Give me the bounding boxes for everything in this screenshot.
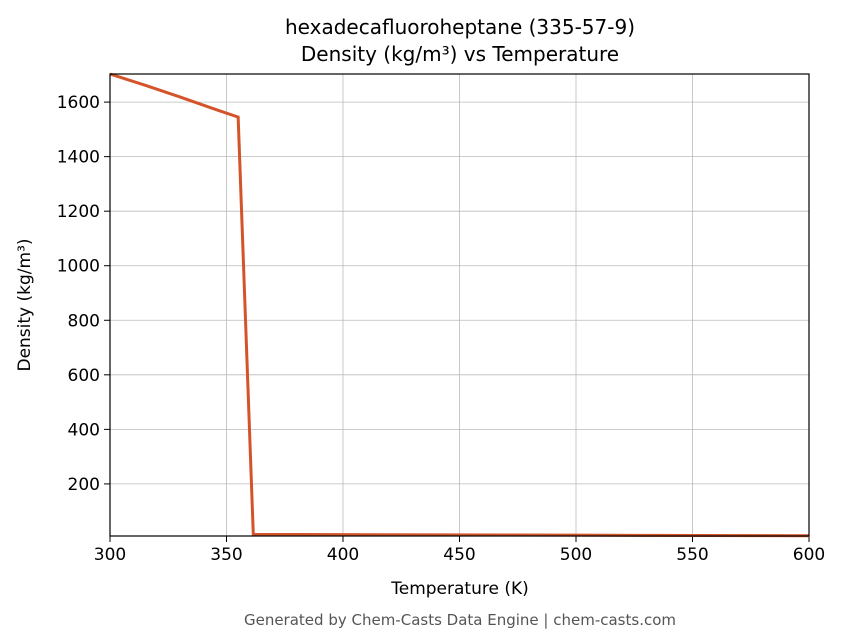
y-tick-label: 200 (68, 475, 100, 495)
x-tick-label: 550 (676, 545, 708, 565)
footer: Generated by Chem-Casts Data Engine | ch… (244, 611, 676, 629)
chart-subtitle: Density (kg/m³) vs Temperature (301, 42, 619, 66)
x-tick-label: 450 (443, 545, 475, 565)
x-tick-label: 300 (94, 545, 126, 565)
y-axis-label: Density (kg/m³) (15, 238, 35, 371)
x-tick-label: 400 (327, 545, 359, 565)
y-tick-label: 400 (68, 420, 100, 440)
plot-frame (109, 73, 810, 537)
y-tick-label: 800 (68, 311, 100, 331)
y-tick-label: 1000 (57, 257, 100, 277)
y-tick-label: 1600 (57, 93, 100, 113)
y-tick-label: 1400 (57, 148, 100, 168)
x-axis-label: Temperature (K) (390, 579, 529, 599)
x-tick-label: 600 (793, 545, 825, 565)
x-tick-label: 500 (560, 545, 592, 565)
y-tick-label: 600 (68, 366, 100, 386)
y-tick-label: 1200 (57, 202, 100, 222)
chart-title: hexadecafluoroheptane (335-57-9) (285, 15, 635, 39)
x-tick-label: 350 (210, 545, 242, 565)
data-line (109, 72, 810, 538)
